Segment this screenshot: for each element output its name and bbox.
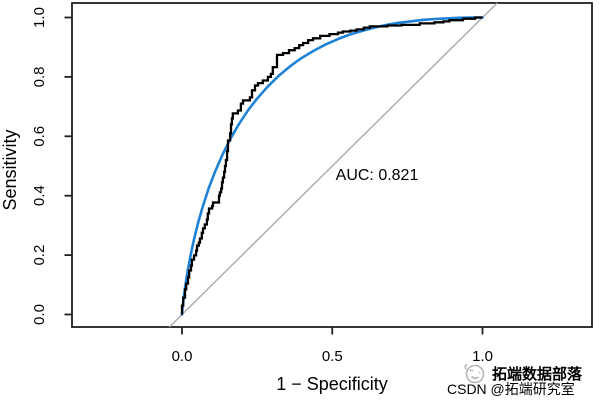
x-tick-label: 0.5 <box>322 348 343 365</box>
smiley-face-logo-icon <box>464 363 485 384</box>
y-axis-title: Sensitivity <box>0 129 20 210</box>
chance-diagonal-line <box>168 2 498 328</box>
y-tick-label: 0.0 <box>31 304 48 325</box>
x-axis-title: 1 − Specificity <box>276 374 388 394</box>
watermark: 拓端数据部落 CSDN @拓端研究室 <box>447 363 583 397</box>
watermark-brand-text: 拓端数据部落 <box>492 365 583 383</box>
empirical-roc-curve <box>180 16 483 315</box>
y-tick-label: 1.0 <box>31 7 48 28</box>
x-tick-label: 0.0 <box>172 348 193 365</box>
smooth-roc-curve <box>180 16 484 316</box>
x-axis: 0.0 0.5 1.0 <box>172 327 493 365</box>
plot-box <box>71 2 593 328</box>
watermark-csdn-text: CSDN @拓端研究室 <box>447 381 575 397</box>
x-tick-label: 1.0 <box>472 348 493 365</box>
y-axis: 0.0 0.2 0.4 0.6 0.8 1.0 <box>31 7 72 325</box>
y-tick-label: 0.8 <box>31 66 48 87</box>
y-tick-label: 0.4 <box>31 185 48 206</box>
y-tick-label: 0.2 <box>31 245 48 266</box>
y-tick-label: 0.6 <box>31 126 48 147</box>
auc-annotation: AUC: 0.821 <box>336 167 419 184</box>
